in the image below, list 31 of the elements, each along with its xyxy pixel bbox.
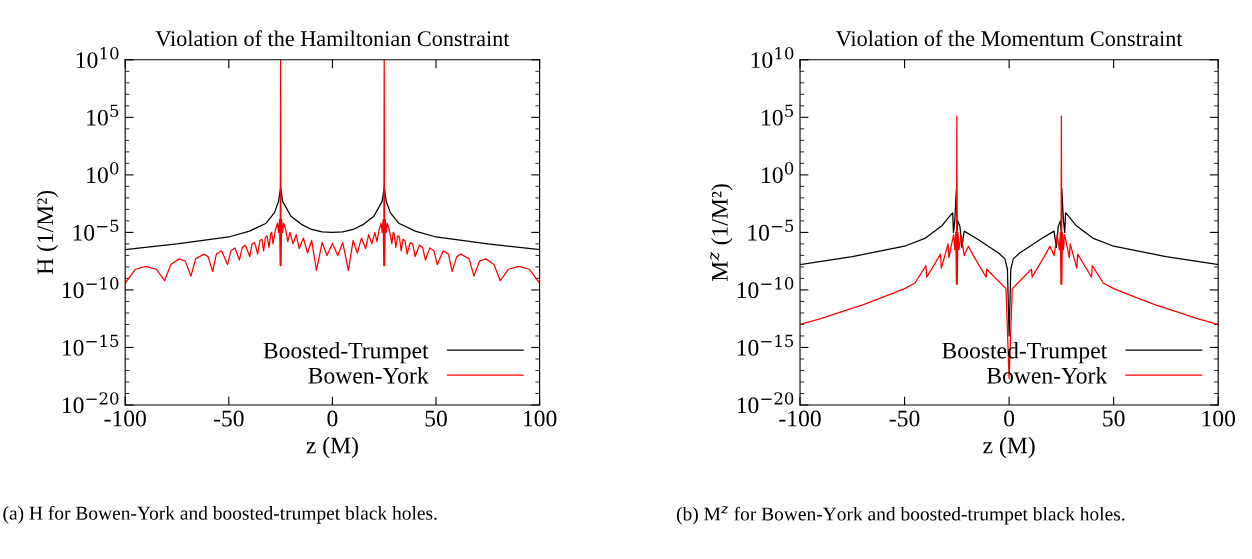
x-tick-label: -50 bbox=[213, 410, 244, 427]
y-tick-label: 10$^{−5}$ bbox=[73, 219, 119, 241]
y-tick-label: 10$^{0}$ bbox=[762, 162, 794, 184]
x-tick-label: 100 bbox=[1202, 410, 1235, 427]
legend-label: Bowen-York bbox=[986, 367, 1108, 384]
y-tick-label: 10$^{−10}$ bbox=[737, 277, 794, 299]
x-tick-label: 50 bbox=[425, 410, 447, 427]
legend-label: Bowen-York bbox=[308, 367, 429, 384]
x-tick-label: -50 bbox=[889, 410, 920, 427]
y-tick-label: 10$^{−10}$ bbox=[62, 277, 119, 299]
chart-title: Violation of the Momentum Constraint bbox=[835, 30, 1183, 47]
y-tick-label: 10$^{5}$ bbox=[87, 104, 119, 126]
y-tick-label: 10$^{−15}$ bbox=[62, 334, 119, 356]
x-tick-label: 0 bbox=[1004, 410, 1015, 427]
text: (a) H for Bowen-York and boosted-trumpet black holes. bbox=[3, 505, 437, 524]
x-tick-label: 50 bbox=[1103, 410, 1125, 427]
y-tick-label: 10$^{5}$ bbox=[762, 104, 794, 126]
x-tick-label: 100 bbox=[523, 410, 557, 427]
chart-title: Violation of the Hamiltonian Constraint bbox=[155, 30, 510, 47]
text: (b) M$^{z}$ for Bowen-York and boosted-trumpet black holes. bbox=[676, 505, 1125, 525]
y-tick-label: 10$^{−5}$ bbox=[748, 219, 794, 241]
x-axis-title: z (M) bbox=[983, 436, 1035, 459]
y-axis-title: M$^{z}$ (1/M²) bbox=[709, 184, 733, 282]
legend-label: Boosted-Trumpet bbox=[263, 341, 429, 364]
x-tick-label: 0 bbox=[327, 410, 338, 427]
y-axis-title: H (1/M²) bbox=[36, 190, 59, 275]
y-tick-label: 10$^{10}$ bbox=[751, 46, 794, 69]
y-tick-label: 10$^{−15}$ bbox=[737, 334, 794, 356]
y-tick-label: 10$^{10}$ bbox=[76, 46, 119, 69]
y-tick-label: 10$^{0}$ bbox=[87, 162, 119, 184]
x-axis-title: z (M) bbox=[306, 436, 358, 459]
